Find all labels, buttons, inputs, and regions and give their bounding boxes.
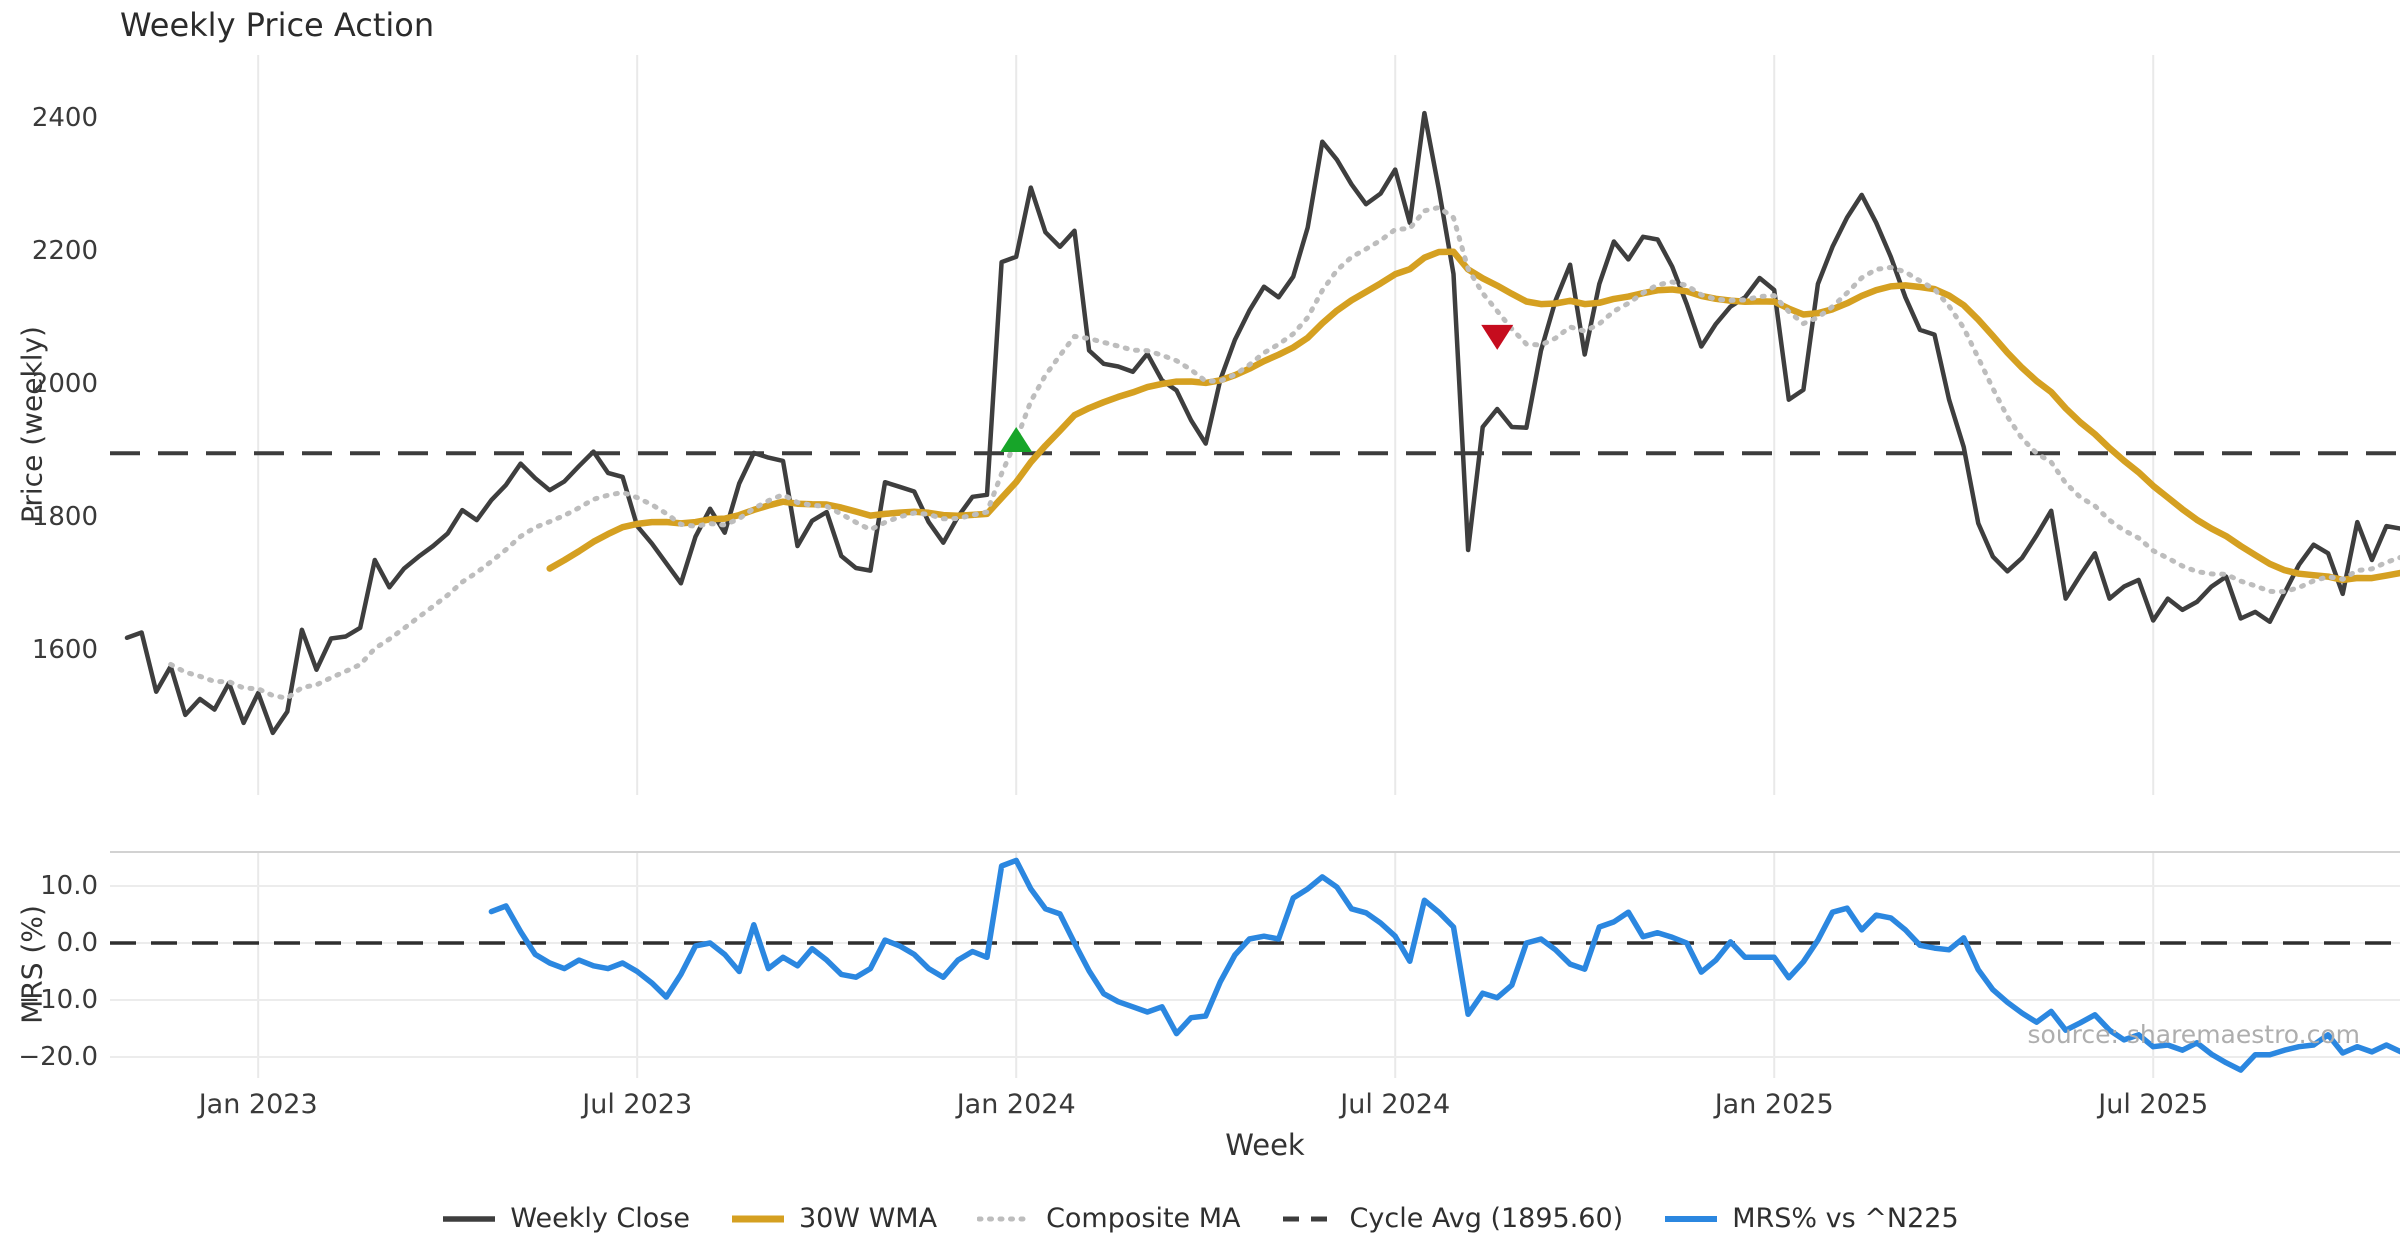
dashed-dark-legend-swatch bbox=[1282, 1216, 1335, 1221]
solid-blue-legend-swatch bbox=[1665, 1215, 1718, 1222]
price-ytick-label: 1800 bbox=[31, 501, 98, 532]
x-tick-label: Jul 2024 bbox=[1340, 1089, 1451, 1120]
weekly-close-line bbox=[124, 110, 2400, 736]
solid-gold-legend-swatch bbox=[731, 1215, 784, 1222]
chart-legend: Weekly Close 30W WMA Composite MA Cycle Avg… bbox=[0, 1203, 2400, 1234]
mrs-ytick-label: 0.0 bbox=[56, 928, 98, 958]
price-ytick-label: 2000 bbox=[31, 368, 98, 399]
mrs-ytick-label: 10.0 bbox=[40, 871, 98, 901]
legend-label: MRS% vs ^N225 bbox=[1732, 1203, 1959, 1234]
legend-label: Weekly Close bbox=[510, 1203, 690, 1234]
mrs-line bbox=[488, 857, 2400, 1073]
price-ytick-label: 1600 bbox=[31, 634, 98, 665]
legend-item: Cycle Avg (1895.60) bbox=[1281, 1203, 1624, 1234]
triangle-up-marker bbox=[1000, 426, 1033, 452]
legend-item: Weekly Close bbox=[441, 1203, 690, 1234]
dotted-gray-legend-swatch bbox=[977, 1216, 1034, 1221]
x-tick-label: Jul 2023 bbox=[582, 1089, 693, 1120]
price-ytick-label: 2200 bbox=[31, 235, 98, 266]
source-watermark: source: sharemaestro.com bbox=[2027, 1020, 2361, 1049]
x-tick-label: Jan 2024 bbox=[956, 1089, 1076, 1120]
x-tick-label: Jan 2025 bbox=[1714, 1089, 1834, 1120]
price-ytick-label: 2400 bbox=[31, 102, 98, 133]
x-axis-label: Week bbox=[1225, 1128, 1305, 1162]
triangle-down-marker bbox=[1481, 324, 1514, 350]
legend-label: Composite MA bbox=[1046, 1203, 1241, 1234]
x-tick-label: Jan 2023 bbox=[198, 1089, 318, 1120]
mrs-ytick-label: −10.0 bbox=[18, 985, 98, 1015]
x-tick-label: Jul 2025 bbox=[2098, 1089, 2209, 1120]
legend-label: 30W WMA bbox=[798, 1203, 938, 1234]
chart-title: Weekly Price Action bbox=[120, 6, 435, 44]
wma-line bbox=[546, 248, 2400, 584]
mrs-ytick-label: −20.0 bbox=[18, 1042, 98, 1072]
composite-ma-line bbox=[168, 205, 2400, 701]
legend-item: Composite MA bbox=[977, 1203, 1241, 1234]
legend-label: Cycle Avg (1895.60) bbox=[1349, 1203, 1624, 1234]
legend-item: MRS% vs ^N225 bbox=[1663, 1203, 1959, 1234]
solid-dark-legend-swatch bbox=[443, 1215, 496, 1222]
legend-item: 30W WMA bbox=[730, 1203, 937, 1234]
